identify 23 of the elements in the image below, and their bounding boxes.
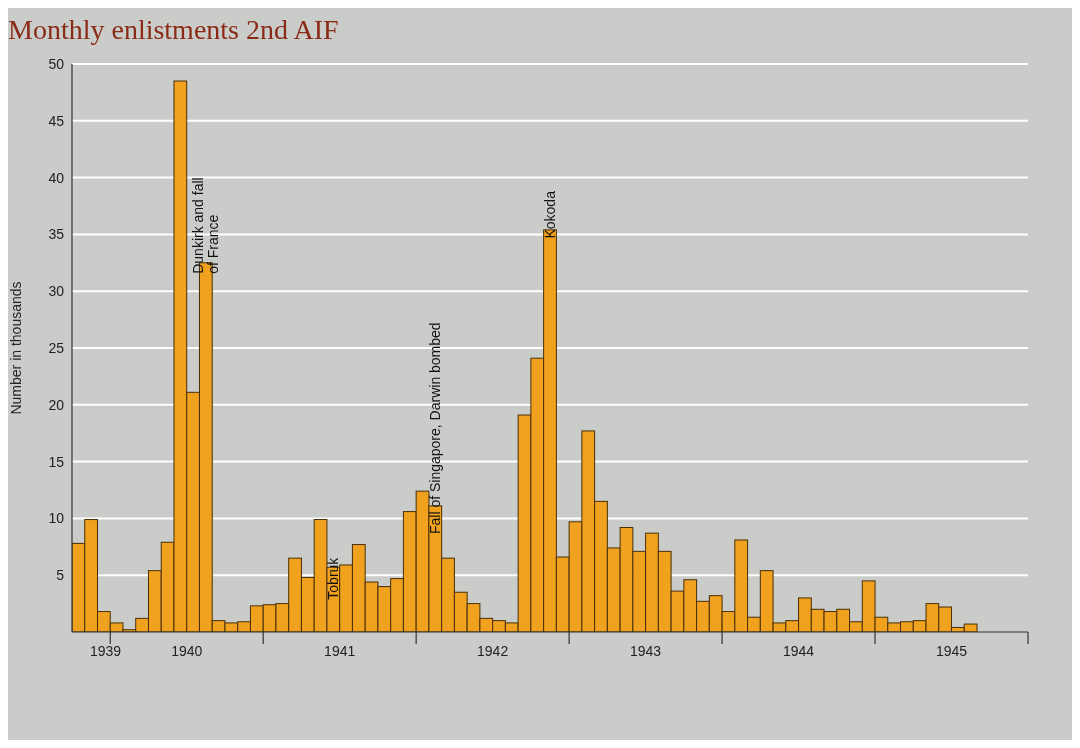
y-tick-label: 5 (56, 567, 65, 584)
y-tick-label: 25 (48, 339, 65, 356)
y-tick-label: 45 (48, 112, 65, 129)
x-tick-label: 1940 (171, 643, 203, 659)
x-tick-label: 1944 (782, 643, 815, 659)
annotation: Dunkirk and fall of France (190, 177, 222, 274)
y-tick-label: 40 (48, 169, 65, 186)
x-tick-label: 1941 (324, 643, 356, 659)
annotation: Fall of Singapore, Darwin bombed (427, 322, 444, 535)
x-tick-label: 1942 (477, 643, 509, 659)
y-tick-label: 35 (48, 226, 65, 243)
y-tick-label: 20 (48, 396, 65, 413)
chart-title: Monthly enlistments 2nd AIF (8, 14, 339, 46)
y-tick-label: 50 (48, 55, 65, 72)
annotation: Tobruk (325, 556, 342, 600)
x-tick-label: 1943 (630, 643, 662, 659)
y-axis-title: Number in thousands (7, 281, 24, 415)
x-tick-label: 1945 (935, 643, 968, 659)
y-tick-label: 10 (48, 510, 65, 527)
x-tick-label: 1939 (89, 643, 122, 659)
annotation: Kokoda (542, 190, 558, 239)
y-tick-label: 30 (48, 283, 65, 300)
y-tick-label: 15 (48, 453, 65, 470)
